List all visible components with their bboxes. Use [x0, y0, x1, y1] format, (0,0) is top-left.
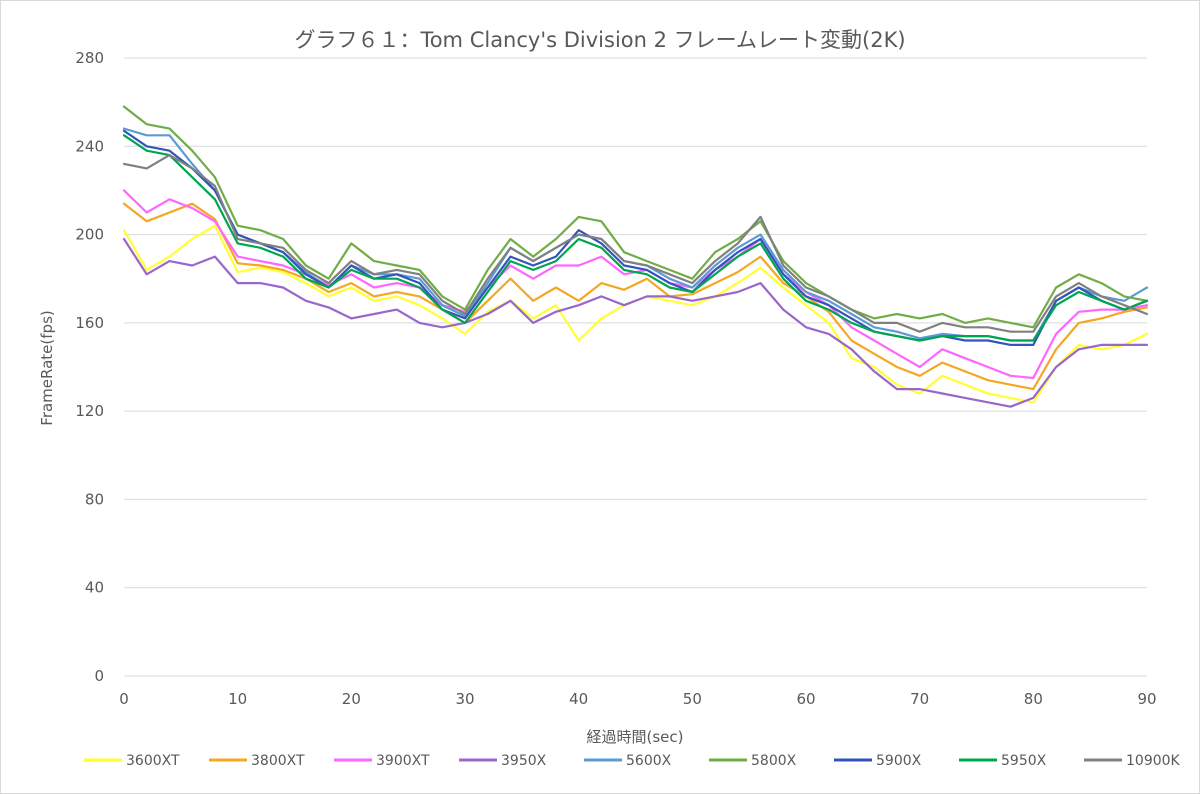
x-tick-label: 10 — [228, 690, 247, 708]
y-tick-label: 80 — [85, 490, 104, 508]
series-line-10900K — [122, 154, 1149, 333]
x-tick-label: 50 — [683, 690, 702, 708]
y-tick-label: 200 — [75, 226, 104, 244]
chart-title: グラフ６１：Tom Clancy's Division 2 フレームレート変動(… — [294, 28, 905, 52]
series-line-3600XT — [122, 224, 1149, 404]
x-tick-label: 80 — [1024, 690, 1043, 708]
x-tick-label: 70 — [910, 690, 929, 708]
series-line-5800X — [122, 105, 1149, 329]
y-tick-label: 280 — [75, 49, 104, 67]
legend-label: 5600X — [626, 753, 672, 769]
y-tick-label: 120 — [75, 402, 104, 420]
legend-label: 3900XT — [376, 753, 430, 769]
legend-label: 5950X — [1001, 753, 1047, 769]
series-line-3950X — [122, 237, 1149, 408]
y-tick-label: 160 — [75, 314, 104, 332]
x-tick-label: 0 — [119, 690, 129, 708]
series-line-5900X — [122, 129, 1149, 346]
series-line-3800XT — [122, 202, 1149, 391]
legend-label: 5800X — [751, 753, 797, 769]
y-tick-label: 40 — [85, 579, 104, 597]
legend-label: 5900X — [876, 753, 922, 769]
legend-label: 3800XT — [251, 753, 305, 769]
series-line-5950X — [122, 134, 1149, 342]
x-tick-label: 60 — [796, 690, 815, 708]
x-tick-label: 30 — [455, 690, 474, 708]
legend-label: 3950X — [501, 753, 547, 769]
y-tick-label: 240 — [75, 137, 104, 155]
x-tick-labels: 0 10 20 30 40 50 60 70 80 90 — [119, 690, 1156, 708]
x-tick-label: 90 — [1137, 690, 1156, 708]
legend-label: 3600XT — [126, 753, 180, 769]
grid-lines — [124, 57, 1147, 677]
x-tick-label: 20 — [342, 690, 361, 708]
x-axis-label: 経過時間(sec) — [587, 728, 684, 746]
series-lines — [122, 105, 1149, 408]
y-tick-labels: 0 40 80 120 160 200 240 280 — [75, 49, 104, 685]
y-axis-label: FrameRate(fps) — [38, 310, 56, 425]
y-tick-label: 0 — [94, 667, 104, 685]
x-tick-label: 40 — [569, 690, 588, 708]
legend: 3600XT 3800XT 3900XT 3950X 5600X 5800X 5900X 59… — [84, 753, 1181, 769]
legend-label: 10900K — [1126, 753, 1181, 769]
